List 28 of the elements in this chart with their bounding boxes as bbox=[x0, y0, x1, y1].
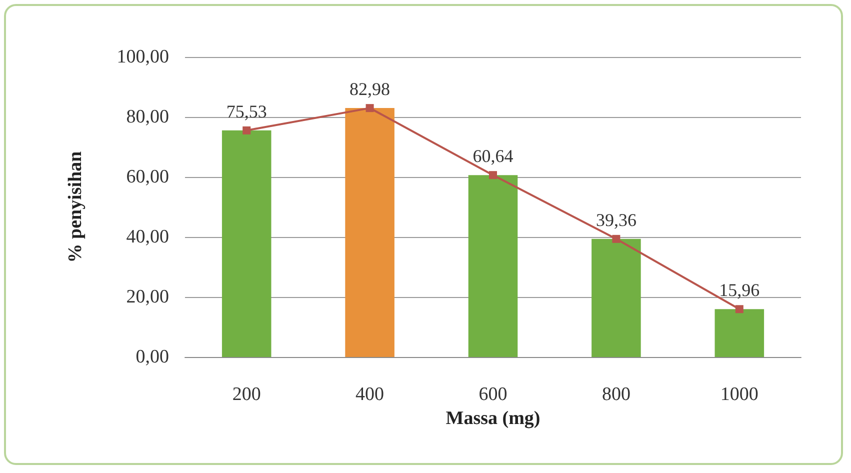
point bbox=[735, 305, 744, 314]
y-tick-label: 80,00 bbox=[126, 106, 169, 128]
y-axis-title: % penyisihan bbox=[65, 150, 86, 263]
x-tick-label: 1000 bbox=[720, 384, 758, 405]
bar bbox=[468, 175, 518, 357]
data-label: 60,64 bbox=[472, 146, 514, 166]
y-tick-label: 60,00 bbox=[126, 166, 169, 188]
y-tick-label: 20,00 bbox=[126, 286, 169, 308]
point bbox=[489, 171, 497, 180]
x-tick-label: 600 bbox=[478, 384, 508, 405]
point bbox=[612, 234, 620, 243]
x-tick-label: 400 bbox=[356, 384, 384, 405]
x-axis-title: Massa (mg) bbox=[446, 408, 540, 429]
data-label: 15,96 bbox=[719, 280, 760, 300]
y-tick-label: 40,00 bbox=[126, 226, 169, 248]
y-tick-label: 100,00 bbox=[116, 46, 169, 68]
data-label: 82,98 bbox=[350, 79, 390, 100]
point bbox=[366, 104, 374, 112]
data-label: 39,36 bbox=[596, 210, 636, 230]
bar bbox=[222, 130, 272, 357]
x-tick-label: 200 bbox=[232, 384, 261, 405]
bar bbox=[345, 108, 394, 357]
x-tick-label: 800 bbox=[602, 384, 630, 405]
data-label: 75,53 bbox=[226, 101, 267, 122]
bar bbox=[592, 238, 641, 357]
point bbox=[242, 126, 251, 134]
bar bbox=[714, 309, 764, 357]
y-tick-label: 0,00 bbox=[136, 346, 169, 368]
